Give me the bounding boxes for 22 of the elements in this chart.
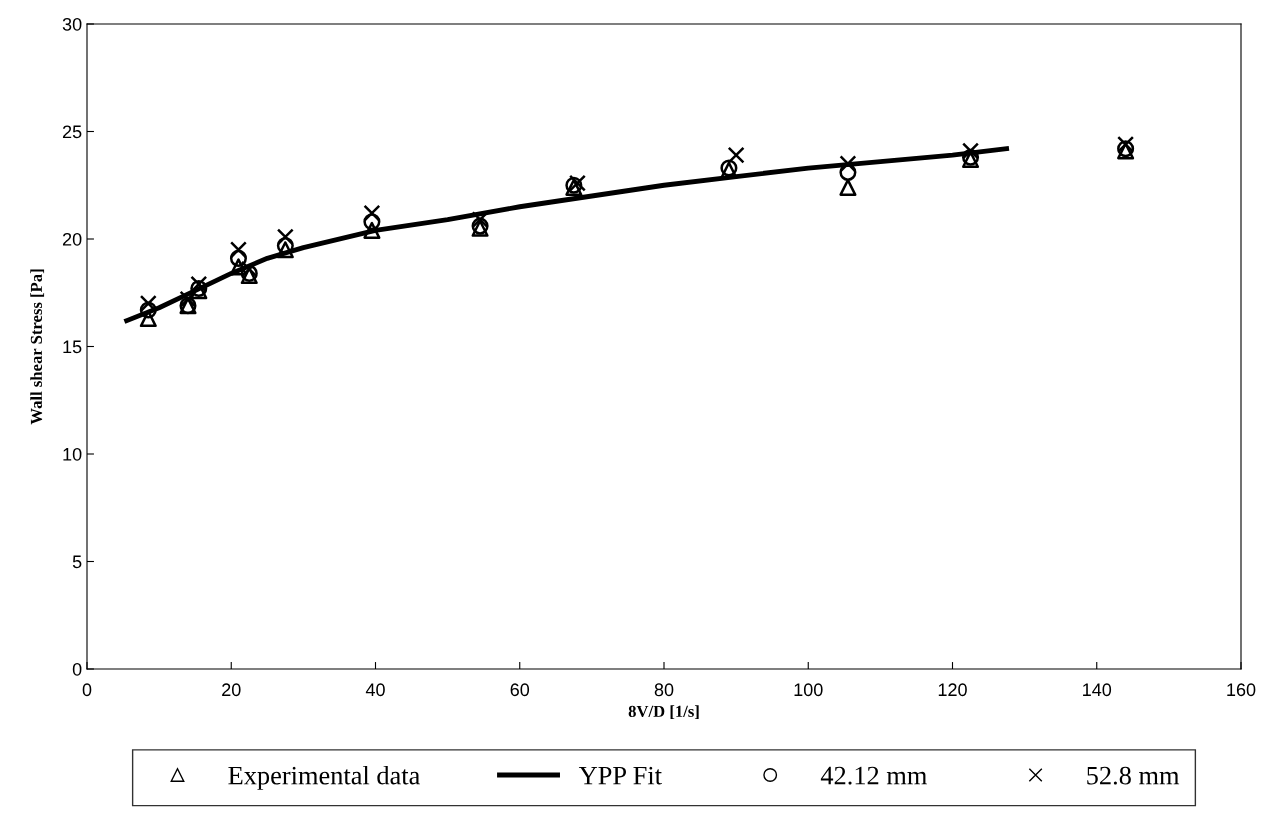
y-tick-label: 30 [62, 17, 82, 31]
x-axis-title: 8V/D [1/s] [628, 705, 699, 720]
legend-label: Experimental data [228, 765, 420, 790]
x-tick-label: 120 [938, 683, 967, 697]
x-tick-label: 100 [794, 683, 823, 697]
y-tick-label: 25 [62, 125, 82, 139]
legend-label: 52.8 mm [1087, 766, 1180, 785]
x-tick-label: 20 [222, 683, 241, 697]
y-tick-label: 20 [62, 232, 82, 246]
legend-label: YPP Fit [578, 766, 662, 785]
x-tick-label: 80 [654, 683, 674, 697]
y-tick-label: 10 [63, 447, 82, 461]
x-tick-label: 160 [1227, 683, 1256, 697]
y-tick-label: 0 [72, 662, 82, 676]
x-tick-label: 0 [82, 683, 92, 697]
x-tick-label: 60 [510, 683, 530, 697]
y-axis-title: Wall shear Stress [Pa] [30, 269, 45, 425]
y-tick-label: 15 [63, 340, 82, 354]
x-tick-label: 40 [365, 683, 385, 697]
x-tick-label: 140 [1083, 683, 1112, 697]
legend-label: 42.12 mm [820, 766, 927, 785]
y-tick-label: 5 [72, 555, 82, 569]
